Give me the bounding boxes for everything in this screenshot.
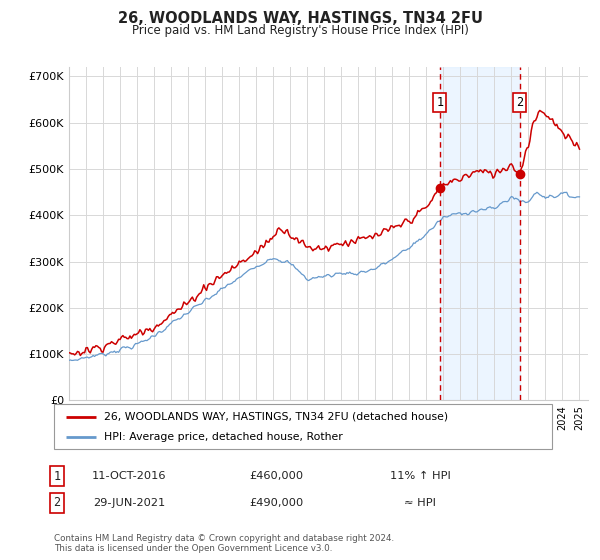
- FancyBboxPatch shape: [54, 404, 552, 449]
- Text: 1: 1: [436, 96, 443, 109]
- Text: 1: 1: [53, 469, 61, 483]
- Text: 11% ↑ HPI: 11% ↑ HPI: [389, 471, 451, 481]
- Text: £490,000: £490,000: [249, 498, 303, 508]
- Text: 11-OCT-2016: 11-OCT-2016: [92, 471, 166, 481]
- Text: 2: 2: [516, 96, 523, 109]
- Text: 26, WOODLANDS WAY, HASTINGS, TN34 2FU (detached house): 26, WOODLANDS WAY, HASTINGS, TN34 2FU (d…: [104, 412, 448, 422]
- Text: 2: 2: [53, 496, 61, 510]
- Bar: [440, 67, 520, 400]
- Text: 26, WOODLANDS WAY, HASTINGS, TN34 2FU: 26, WOODLANDS WAY, HASTINGS, TN34 2FU: [118, 11, 482, 26]
- Text: £460,000: £460,000: [249, 471, 303, 481]
- Text: ≈ HPI: ≈ HPI: [404, 498, 436, 508]
- Text: Price paid vs. HM Land Registry's House Price Index (HPI): Price paid vs. HM Land Registry's House …: [131, 24, 469, 36]
- Text: HPI: Average price, detached house, Rother: HPI: Average price, detached house, Roth…: [104, 432, 343, 442]
- Text: Contains HM Land Registry data © Crown copyright and database right 2024.
This d: Contains HM Land Registry data © Crown c…: [54, 534, 394, 553]
- Text: 29-JUN-2021: 29-JUN-2021: [93, 498, 165, 508]
